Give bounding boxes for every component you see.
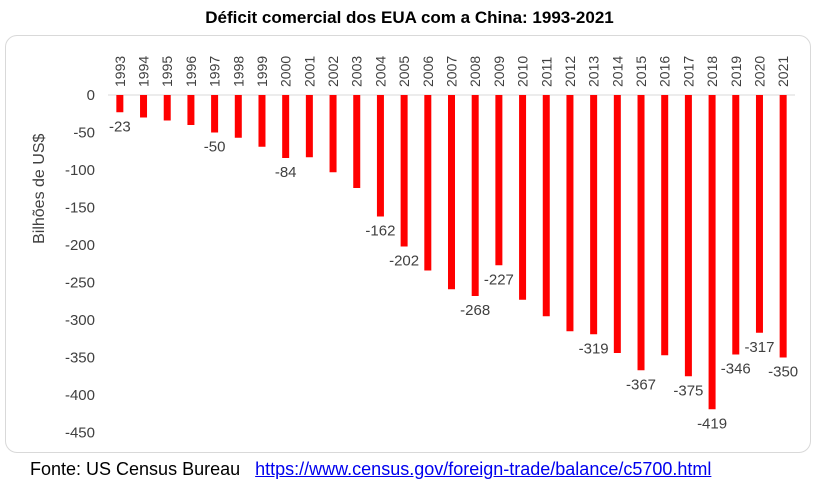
bar-2015 [637,95,645,371]
x-tick-label: 2018 [704,56,720,87]
x-tick-label: 2014 [609,56,625,87]
y-tick-label: -200 [65,237,95,254]
x-tick-label: 2007 [444,56,460,87]
bar-1999 [258,95,266,147]
bar-2020 [755,95,763,333]
bar-2019 [732,95,740,355]
bar-1993 [116,95,124,113]
x-tick-label: 2002 [325,56,341,87]
x-tick-label: 2001 [301,56,317,87]
bar-1995 [163,95,171,121]
bar-2006 [424,95,432,271]
chart-title: Déficit comercial dos EUA com a China: 1… [205,8,614,27]
source-label: Fonte: US Census Bureau [30,459,241,479]
bar-2011 [542,95,550,317]
data-label: -367 [626,376,656,393]
x-tick-label: 2011 [538,57,554,87]
y-tick-label: -100 [65,162,95,179]
x-tick-label: 1997 [207,56,223,87]
bar-2010 [519,95,527,300]
bar-2014 [613,95,621,353]
x-tick-label: 2017 [680,56,696,87]
bar-2003 [353,95,361,188]
bar-2000 [282,95,290,158]
x-tick-label: 1996 [183,56,199,87]
data-label: -419 [697,415,727,432]
y-tick-label: -300 [65,312,95,329]
bar-2012 [566,95,574,332]
data-label: -350 [768,364,798,381]
data-label: -268 [460,302,490,319]
source-footer: Fonte: US Census Bureau https://www.cens… [30,459,711,480]
y-tick-label: -50 [73,125,95,142]
bar-2002 [329,95,337,173]
x-tick-label: 2000 [278,56,294,87]
bar-2013 [590,95,598,335]
data-label: -319 [579,340,609,357]
bar-1998 [234,95,242,138]
x-tick-label: 2015 [633,56,649,87]
y-tick-label: 0 [87,87,95,104]
x-tick-label: 2021 [775,56,791,87]
x-tick-label: 1999 [254,56,270,87]
x-tick-label: 1993 [112,56,128,87]
data-label: -50 [204,139,226,156]
y-tick-label: -400 [65,387,95,404]
bar-2008 [471,95,479,296]
bar-2009 [495,95,503,266]
source-link[interactable]: https://www.census.gov/foreign-trade/bal… [255,459,712,479]
y-tick-label: -150 [65,200,95,217]
x-tick-label: 2009 [491,56,507,87]
x-tick-label: 1994 [136,56,152,87]
bar-2016 [661,95,669,356]
x-tick-label: 2010 [515,56,531,87]
y-tick-label: -350 [65,350,95,367]
x-tick-label: 2016 [657,56,673,87]
x-tick-label: 2003 [349,56,365,87]
data-label: -84 [275,164,297,181]
bar-1996 [187,95,195,125]
bar-2021 [779,95,787,358]
bar-2018 [708,95,716,410]
bar-2004 [376,95,384,217]
y-tick-label: -250 [65,275,95,292]
x-tick-label: 2020 [751,56,767,87]
y-tick-label: -450 [65,425,95,442]
bar-1997 [211,95,219,133]
data-label: -202 [389,253,419,270]
data-label: -227 [484,271,514,288]
data-label: -317 [744,339,774,356]
data-label: -162 [365,223,395,240]
x-tick-label: 2004 [372,56,388,87]
x-tick-label: 2008 [467,56,483,87]
bar-1994 [140,95,148,118]
x-tick-label: 2019 [728,56,744,87]
data-label: -23 [109,118,131,135]
bar-2007 [448,95,455,290]
x-tick-label: 1995 [159,56,175,87]
chart-frame [5,35,811,453]
y-axis-label: Bilhões de US$ [31,134,48,244]
x-tick-label: 1998 [230,56,246,87]
x-tick-label: 2005 [396,56,412,87]
bar-2005 [400,95,408,247]
x-tick-label: 2013 [586,56,602,87]
x-tick-label: 2006 [420,56,436,87]
x-tick-label: 2012 [562,56,578,87]
bar-2017 [684,95,692,377]
data-label: -375 [673,382,703,399]
bar-2001 [305,95,313,158]
data-label: -346 [721,361,751,378]
